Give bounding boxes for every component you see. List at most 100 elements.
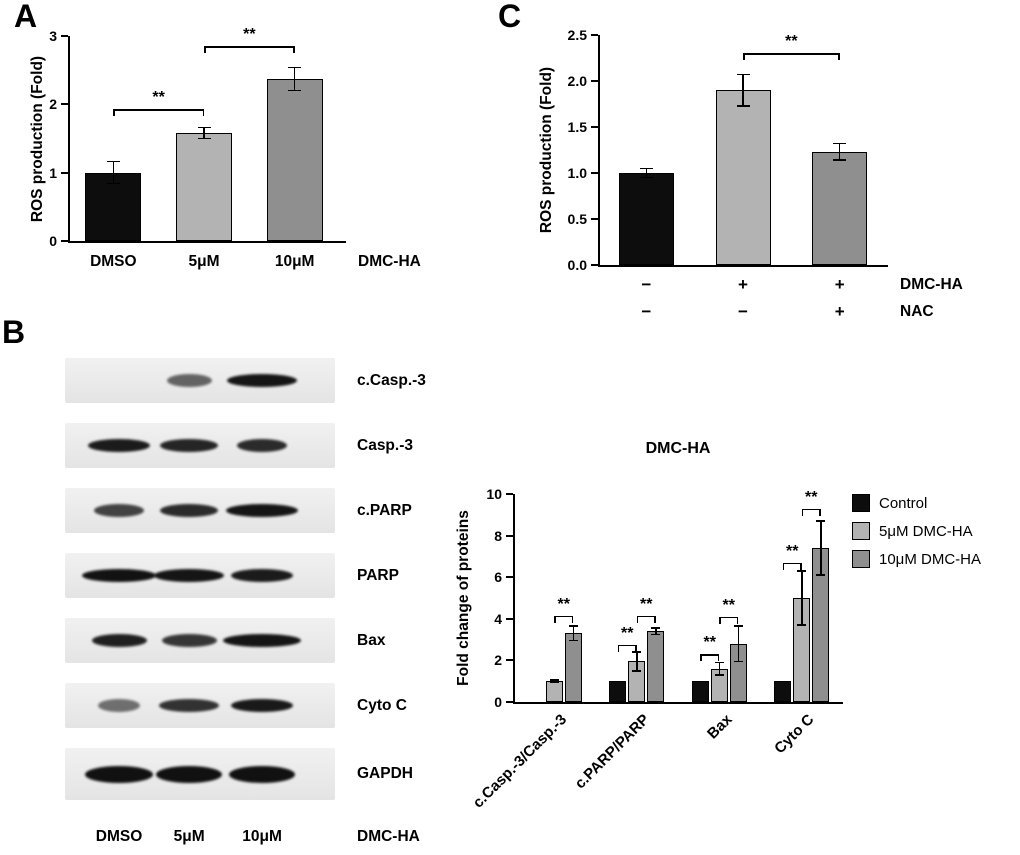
chartA-ytick-mark [61,171,68,174]
chartB-bracket-2-stars: ** [640,595,653,613]
chartA-bracket-0-line [113,109,204,111]
panel-c-ros-nac-chart: ROS production (Fold) 0.0 0.5 1.0 1.5 2.0 2.5 −… [430,0,1020,335]
chartA-bracket-0-tick-left [113,109,115,117]
blot-lane-label-2: 5μM [173,828,205,845]
chartC-bar-1-err-cap-bottom [736,105,750,107]
legend-label-2: 10μM DMC-HA [879,551,981,568]
chartB-ytick-label: 2 [494,652,502,669]
chartB-bracket-5-stars: ** [786,542,799,560]
chartB-ytick-mark [506,534,513,537]
chartB-bracket-3-tick-right [717,654,720,662]
chartA-ytick-mark [61,35,68,37]
chartB-bar-g1-s2-err-line [655,628,657,635]
chartB-bracket-5-tick-left [782,562,785,570]
blot-row-label-1: c.Casp.-3 [357,371,426,389]
blot-band-lane3 [223,634,302,647]
chartB-bracket-2-tick-right [654,615,656,623]
chartB-bar-g0-s2-err-line [572,626,574,641]
chartA-bar-0-err-cap-top [106,160,120,163]
blot-band-lane3 [229,765,296,783]
chartB-ytick-mark [506,493,513,495]
chartC-sign-r0-c2: + [834,275,845,294]
panel-a-ros-chart: ROS production (Fold) 0 1 2 3 DMSO 5μM 10μM DMC-… [26,6,426,316]
chartC-y-axis [598,35,600,266]
blot-band-lane3 [237,439,288,452]
chartC-bar-1 [715,90,771,265]
chartC-ytick-label: 0.5 [567,211,587,227]
chartB-bracket-0-stars: ** [557,595,570,613]
chartB-bracket-3-tick-left [700,654,702,662]
chartB-bracket-1-tick-right [635,644,637,652]
chartB-bracket-3-line [700,654,720,656]
chartB-bar-g0-s2-err-cap-top [568,625,578,627]
chartB-ytick-mark [506,617,513,620]
chartB-bar-g0-s1 [545,681,563,702]
chartC-bracket-0-tick-right [838,53,840,61]
chartB-ytick-label: 10 [486,486,502,502]
chartA-bar-1-err-cap-top [197,126,211,129]
chartB-ytick-label: 0 [494,694,502,710]
chartB-bar-g2-s2-err-cap-bottom [733,660,743,663]
chartB-x-axis [513,702,843,704]
chartB-bar-g2-s2-err-cap-top [733,625,743,627]
blot-lane-label-1: DMSO [95,828,143,845]
blot-band-lane1 [91,634,147,647]
chartC-ytick-mark [591,172,598,174]
panel-c-label: C [498,0,522,34]
blot-band-lane2 [160,439,219,452]
chartB-bar-g1-s0 [609,681,627,702]
chartA-bracket-1-stars: ** [243,26,256,44]
blot-strip-1 [65,358,335,403]
blot-treatment-label: DMC-HA [357,828,420,845]
chartA-bracket-1-tick-left [204,46,206,54]
chartC-ytick-label: 2.0 [567,73,587,89]
chartB-bracket-0-tick-left [554,615,556,623]
legend-swatch-0 [852,494,870,512]
chartB-bar-g3-s1-err-cap-bottom [797,624,807,626]
chartC-bar-2-err-cap-top [833,142,847,145]
blot-band-lane1 [88,439,150,452]
chartA-ytick-label: 3 [49,28,57,44]
chartB-ytick-label: 6 [494,569,502,586]
chartA-bar-0-err-line [112,161,115,184]
blot-row-label-7: GAPDH [357,765,413,782]
chartC-bar-0-err-line [645,168,648,178]
chartA-ytick-label: 0 [49,233,57,249]
blot-lane-label-3: 10μM [242,828,282,845]
chartB-xlabel-3: Cyto C [771,711,818,758]
blot-row-label-6: Cyto C [357,696,407,714]
blot-band-lane1 [94,504,144,517]
chartA-ytick-label: 1 [49,164,57,181]
chartB-bar-g2-s1-err-cap-top [714,661,724,664]
chartC-bar-2 [812,151,868,265]
chartB-ytick-mark [506,701,513,703]
chartA-xlabel-1: 5μM [188,253,220,270]
chartC-bar-0-err-cap-bottom [639,176,653,179]
chartC-bar-0 [618,173,674,265]
chartA-ytick-mark [61,240,68,242]
chartC-ytick-mark [591,80,598,82]
chartB-bracket-2-line [636,615,656,618]
blot-band-lane3 [231,699,294,712]
chartB-bar-g1-s2 [647,631,665,702]
blot-band-lane3 [226,504,299,517]
chartB-bracket-5-tick-right [800,562,802,570]
chartC-bar-2-err-line [838,143,841,161]
chartC-ylabel: ROS production (Fold) [538,66,555,234]
chartB-bar-g0-s2-err-cap-bottom [568,639,578,642]
chartA-xlabel-2: 10μM [274,253,315,270]
legend-label-1: 5μM DMC-HA [879,523,973,540]
chartA-bar-0-err-cap-bottom [106,182,120,185]
chartB-bar-g3-s0 [774,681,792,702]
chartB-bracket-4-tick-left [719,616,721,624]
blot-band-lane1 [82,569,156,582]
chartB-ytick-label: 4 [494,610,502,627]
chartB-bar-g0-s1-err-cap-bottom [549,681,559,684]
chartB-bar-g3-s2-err-line [820,521,822,576]
chartA-ylabel: ROS production (Fold) [29,55,46,222]
chartC-ytick-label: 2.5 [567,27,587,43]
legend-swatch-1 [852,522,870,540]
chartB-bracket-4-stars: ** [722,596,735,614]
blot-band-lane2 [159,699,220,712]
chartB-xlabel-2: Bax [703,711,736,743]
